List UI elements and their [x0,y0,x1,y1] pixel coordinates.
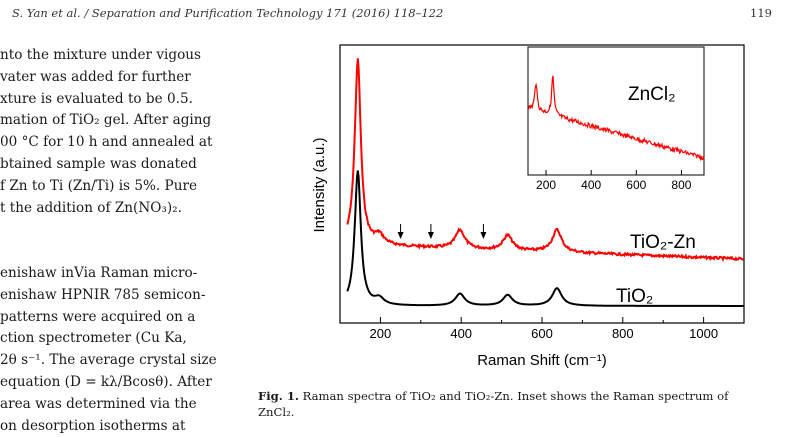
raman-chart: 200 400 600 800 1000 TiO₂-Zn TiO₂ Raman Shif… [311,44,745,369]
y-axis-label: Intensity (a.u.) [311,137,328,232]
text-line: mation of TiO₂ gel. After aging [0,112,212,129]
x-tick-label: 800 [612,326,634,341]
text-line: area was determined via the [0,395,197,412]
text-line: nto the mixture under vigous [0,47,202,63]
x-tick-label: 200 [370,326,392,341]
text-line: f Zn to Ti (Zn/Ti) is 5%. Pure [0,177,197,194]
x-tick-label: 1000 [689,326,718,341]
text-line: btained sample was donated [0,155,197,172]
x-tick-label: 400 [450,326,472,341]
text-line: 00 °C for 10 h and annealed at [0,134,213,151]
journal-citation: S. Yan et al. / Separation and Purificat… [12,6,444,20]
series-label-tio2-zn: TiO₂-Zn [630,232,696,253]
inset-label: ZnCl₂ [628,84,676,105]
inset-x-tick-label: 200 [536,178,556,192]
inset-series-line [527,75,705,162]
caption-text: Raman spectra of TiO₂ and TiO₂-Zn. Inset… [258,389,729,419]
text-line: patterns were acquired on a [0,308,196,325]
caption-label: Fig. 1. [258,389,299,403]
text-line: equation (D = kλ/Bcosθ). After [0,373,212,390]
series-line-tio2 [346,170,744,307]
arrow-marker-head [397,232,404,239]
x-tick-label: 600 [531,326,553,341]
raman-figure: 200 400 600 800 1000 TiO₂-Zn TiO₂ Raman Shif… [300,40,760,380]
page-number: 119 [750,6,772,20]
text-line: 2θ s⁻¹. The average crystal size [0,352,217,369]
text-line: ction spectrometer (Cu Ka, [0,330,187,347]
left-column-text: nto the mixture under vigous vater was a… [0,45,230,437]
inset-x-tick-label: 400 [581,178,601,192]
inset-x-tick-label: 600 [626,178,646,192]
series-label-tio2: TiO₂ [616,286,653,307]
text-line: xture is evaluated to be 0.5. [0,90,193,107]
x-axis-label: Raman Shift (cm⁻¹) [477,352,607,369]
text-line: enishaw HPNIR 785 semicon- [0,286,206,303]
inset-frame [527,46,705,176]
figure-caption: Fig. 1. Raman spectra of TiO₂ and TiO₂-Z… [258,388,768,420]
text-line: on desorption isotherms at [0,417,186,434]
series-line-tio2-zn [346,58,745,263]
text-line: enishaw inVia Raman micro- [0,264,198,281]
page-header: S. Yan et al. / Separation and Purificat… [12,6,772,24]
arrow-marker-head [480,232,487,239]
arrow-marker-head [427,232,434,239]
text-line: vater was added for further [0,68,191,85]
text-line: t the addition of Zn(NO₃)₂. [0,199,182,216]
inset-x-tick-label: 800 [671,178,691,192]
